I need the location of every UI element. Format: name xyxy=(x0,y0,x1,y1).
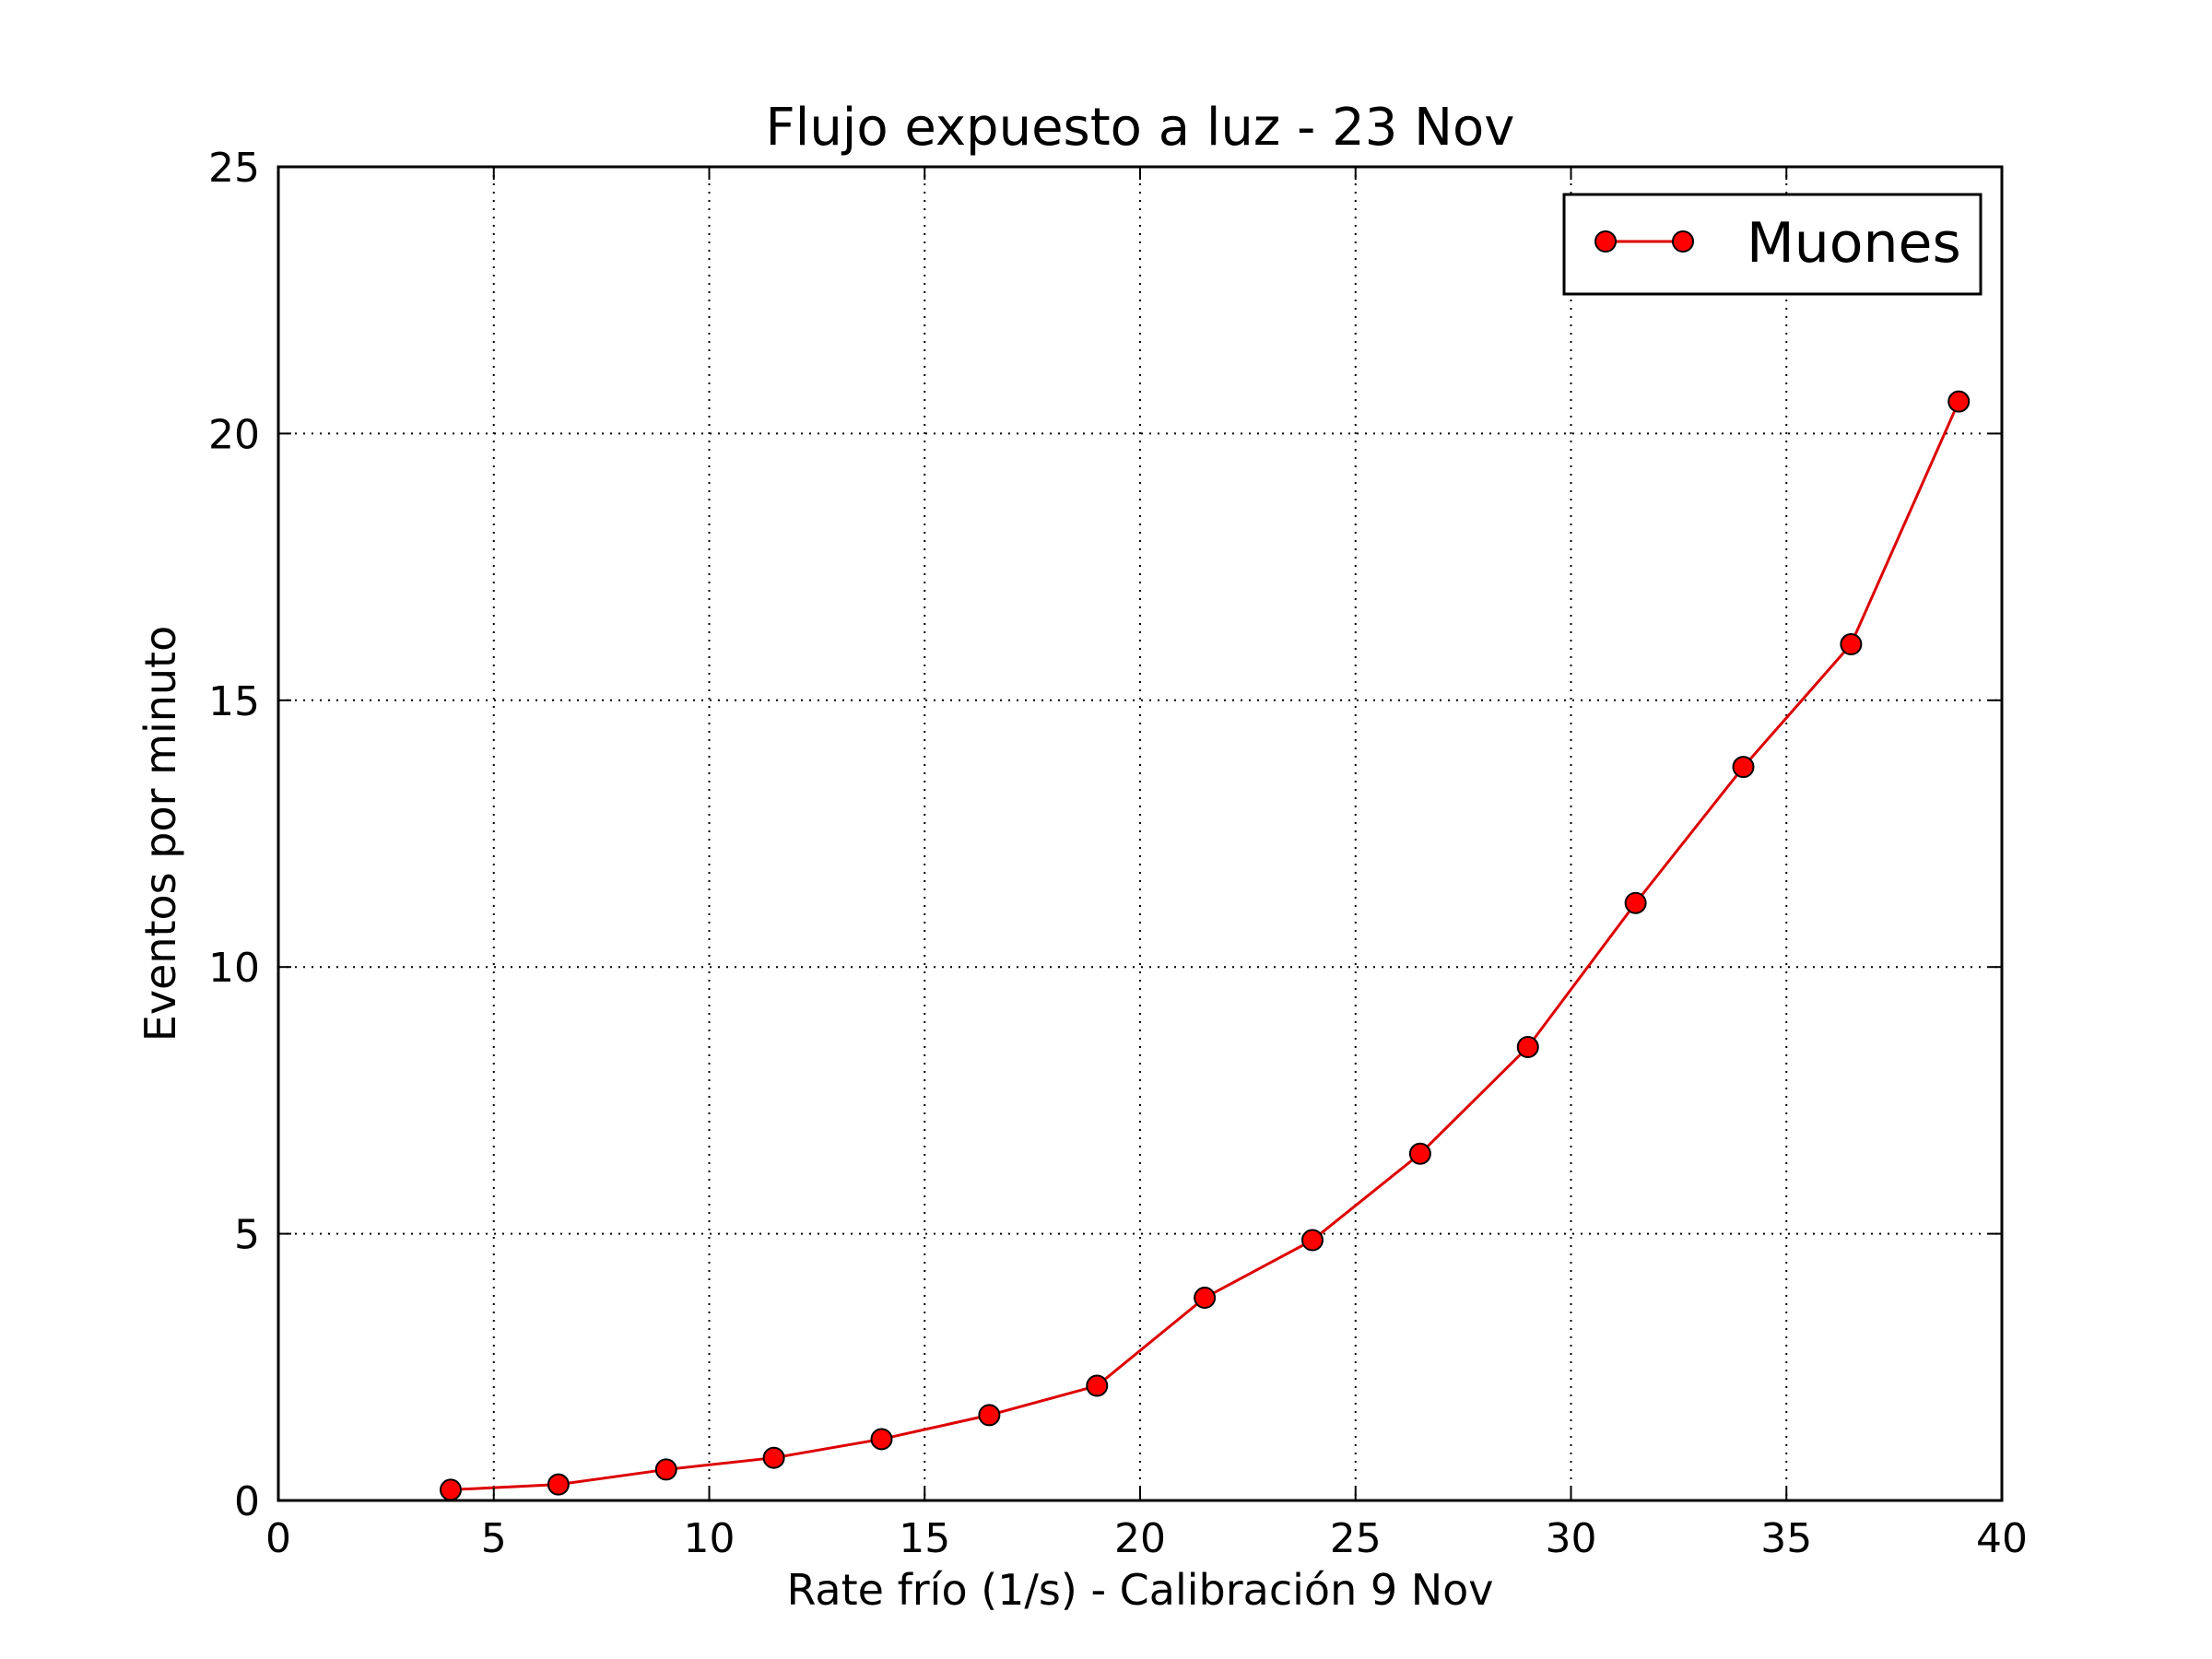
x-tick-label: 10 xyxy=(684,1515,735,1562)
x-tick-label: 20 xyxy=(1114,1515,1166,1562)
ticks: 0 5 10 15 20 25 30 35 40 0 5 10 15 20 25 xyxy=(208,145,2028,1562)
y-tick-label: 10 xyxy=(208,945,260,992)
x-tick-label: 15 xyxy=(899,1515,950,1562)
series-line xyxy=(450,401,1960,1491)
y-axis-label: Eventos por minuto xyxy=(135,626,185,1041)
series-layer xyxy=(440,390,1971,1501)
x-tick-label: 0 xyxy=(265,1515,291,1562)
y-tick-label: 25 xyxy=(208,145,260,192)
legend-marker xyxy=(1594,230,1617,253)
data-point xyxy=(1840,633,1863,656)
data-point xyxy=(1408,1142,1431,1165)
data-point xyxy=(547,1473,570,1496)
data-point xyxy=(1516,1036,1539,1059)
y-tick-label: 15 xyxy=(208,678,260,725)
x-tick-label: 30 xyxy=(1546,1515,1597,1562)
data-point xyxy=(870,1428,893,1451)
y-tick-label: 5 xyxy=(234,1212,260,1259)
data-point xyxy=(1732,756,1755,779)
data-point xyxy=(1947,390,1971,413)
chart-title: Flujo expuesto a luz - 23 Nov xyxy=(766,98,1515,158)
y-tick-label: 0 xyxy=(234,1478,260,1525)
data-point xyxy=(1624,891,1647,914)
legend-box xyxy=(1562,193,1983,296)
data-point xyxy=(1194,1287,1217,1310)
legend-marker xyxy=(1672,230,1694,253)
x-tick-label: 25 xyxy=(1330,1515,1382,1562)
x-axis-label: Rate frío (1/s) - Calibración 9 Nov xyxy=(786,1565,1493,1615)
legend-label: Muones xyxy=(1747,211,1961,276)
legend: Muones xyxy=(1562,193,1983,296)
data-point xyxy=(762,1446,785,1469)
data-point xyxy=(440,1478,462,1501)
x-tick-label: 35 xyxy=(1760,1515,1812,1562)
x-tick-label: 40 xyxy=(1976,1515,2028,1562)
y-tick-label: 20 xyxy=(208,411,260,458)
data-point xyxy=(1086,1374,1109,1397)
data-point xyxy=(978,1404,1001,1427)
data-point xyxy=(654,1458,677,1481)
grid xyxy=(278,167,2002,1500)
data-point xyxy=(1301,1229,1324,1252)
x-tick-label: 5 xyxy=(481,1515,507,1562)
